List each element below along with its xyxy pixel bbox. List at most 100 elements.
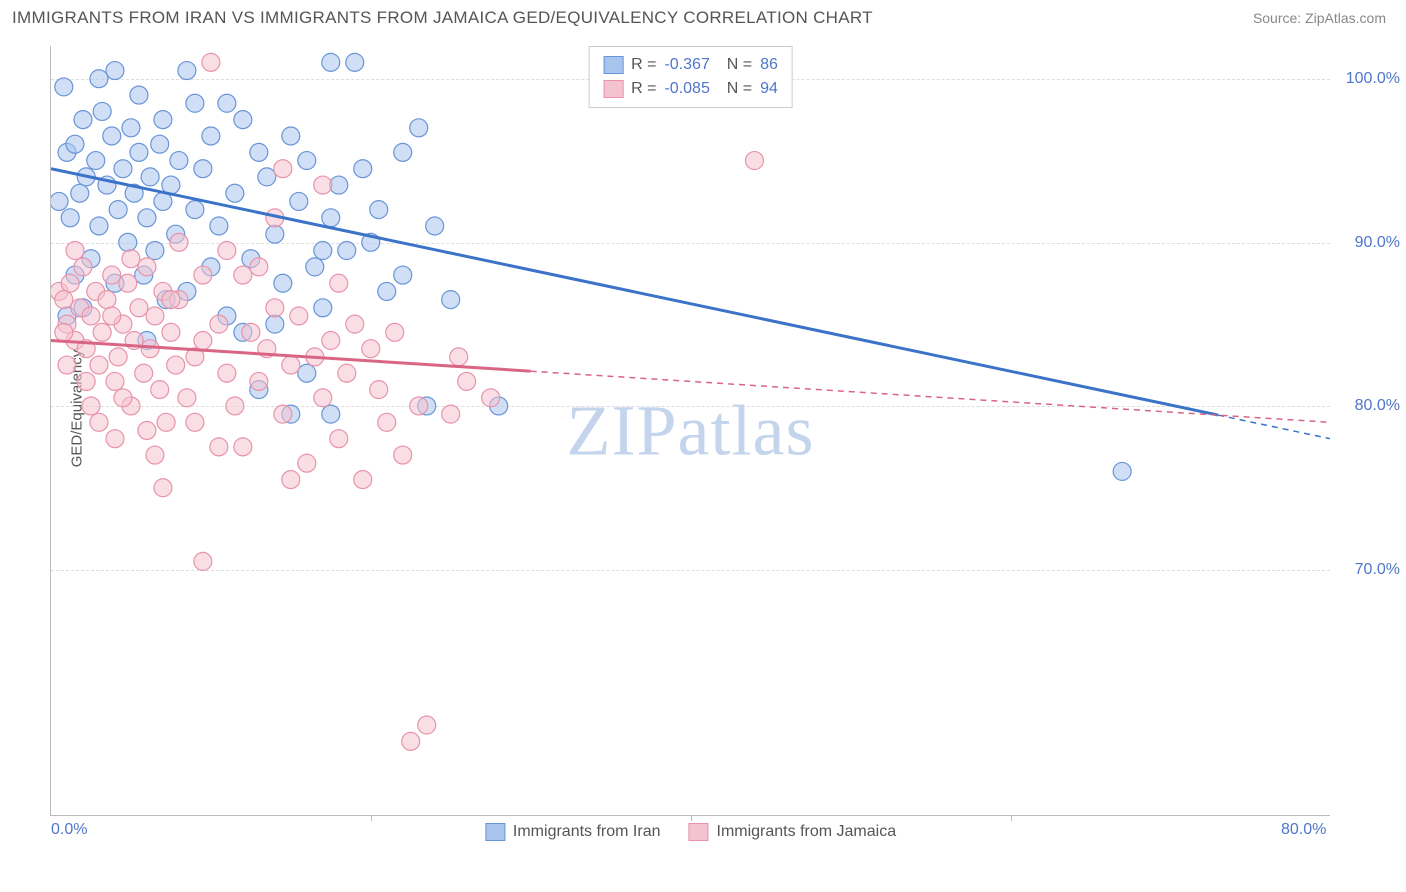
scatter-point [346,315,364,333]
legend-swatch-2 [603,80,623,98]
scatter-point [194,160,212,178]
scatter-point [114,389,132,407]
scatter-point [194,332,212,350]
scatter-point [106,372,124,390]
scatter-point [450,348,468,366]
scatter-point [330,430,348,448]
scatter-point [154,479,172,497]
scatter-point [482,389,500,407]
scatter-point [77,372,95,390]
scatter-point [266,225,284,243]
scatter-point [338,364,356,382]
scatter-point [250,143,268,161]
scatter-point [186,94,204,112]
scatter-point [266,315,284,333]
scatter-point [114,160,132,178]
scatter-point [242,323,260,341]
scatter-point [109,201,127,219]
scatter-point [250,372,268,390]
scatter-point [234,111,252,129]
scatter-point [1113,462,1131,480]
legend-item-1: Immigrants from Iran [485,823,661,841]
n-value-2: 94 [760,77,778,101]
r-value-2: -0.085 [664,77,709,101]
scatter-point [282,356,300,374]
scatter-point [186,201,204,219]
y-tick-label: 100.0% [1346,70,1400,88]
scatter-point [314,389,332,407]
scatter-point [250,258,268,276]
scatter-point [298,454,316,472]
scatter-point [354,160,372,178]
scatter-point [306,258,324,276]
scatter-point [418,716,436,734]
scatter-point [141,168,159,186]
legend-label-1: Immigrants from Iran [513,823,661,841]
scatter-point [234,266,252,284]
scatter-point [322,332,340,350]
scatter-point [74,111,92,129]
scatter-point [146,446,164,464]
scatter-point [218,242,236,260]
legend-row-series-2: R = -0.085 N = 94 [603,77,778,101]
scatter-point [226,397,244,415]
r-value-1: -0.367 [664,53,709,77]
scatter-point [61,274,79,292]
n-label: N = [718,77,752,101]
scatter-point [394,143,412,161]
scatter-point [157,413,175,431]
scatter-point [322,209,340,227]
x-tick-mark [691,815,692,821]
scatter-point [55,323,73,341]
scatter-plot-svg [51,46,1330,815]
scatter-point [426,217,444,235]
scatter-point [66,135,84,153]
scatter-point [442,405,460,423]
chart-plot-area: ZIPatlas R = -0.367 N = 86 R = -0.085 N … [50,46,1330,816]
scatter-point [82,397,100,415]
scatter-point [55,78,73,96]
legend-swatch-bottom-2 [689,823,709,841]
scatter-point [138,422,156,440]
scatter-point [394,446,412,464]
x-tick-label: 0.0% [51,821,87,839]
x-tick-mark [1011,815,1012,821]
y-tick-label: 80.0% [1355,397,1400,415]
scatter-point [298,364,316,382]
scatter-point [458,372,476,390]
scatter-point [274,405,292,423]
scatter-point [90,413,108,431]
chart-header: IMMIGRANTS FROM IRAN VS IMMIGRANTS FROM … [0,0,1406,34]
scatter-point [218,364,236,382]
scatter-point [338,242,356,260]
n-label: N = [718,53,752,77]
legend-label-2: Immigrants from Jamaica [717,823,897,841]
scatter-point [290,192,308,210]
scatter-point [314,299,332,317]
scatter-point [93,323,111,341]
scatter-point [394,266,412,284]
scatter-point [202,53,220,71]
scatter-point [146,242,164,260]
scatter-point [274,274,292,292]
scatter-point [119,274,137,292]
scatter-point [74,258,92,276]
scatter-point [90,217,108,235]
scatter-point [90,356,108,374]
scatter-point [82,307,100,325]
scatter-point [362,340,380,358]
scatter-point [178,62,196,80]
scatter-point [210,217,228,235]
scatter-point [138,209,156,227]
scatter-point [167,356,185,374]
scatter-point [745,152,763,170]
scatter-point [162,323,180,341]
scatter-point [354,471,372,489]
scatter-point [119,233,137,251]
n-value-1: 86 [760,53,778,77]
scatter-point [410,119,428,137]
r-label: R = [631,53,656,77]
legend-item-2: Immigrants from Jamaica [689,823,897,841]
scatter-point [194,552,212,570]
scatter-point [322,53,340,71]
